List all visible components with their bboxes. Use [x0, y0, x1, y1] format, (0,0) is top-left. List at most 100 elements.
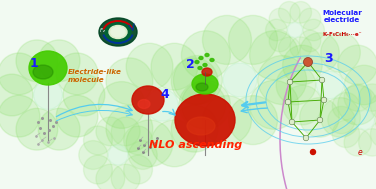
Text: 4: 4 — [160, 88, 169, 101]
Ellipse shape — [300, 33, 339, 72]
Ellipse shape — [332, 92, 359, 120]
Ellipse shape — [108, 145, 128, 165]
Ellipse shape — [111, 27, 125, 37]
Ellipse shape — [196, 83, 208, 91]
Text: 3: 3 — [324, 52, 333, 65]
Text: NLO ascending: NLO ascending — [149, 140, 243, 150]
Ellipse shape — [203, 15, 252, 64]
Circle shape — [303, 57, 312, 67]
Ellipse shape — [0, 95, 40, 137]
Ellipse shape — [0, 74, 33, 116]
Ellipse shape — [316, 71, 344, 99]
Ellipse shape — [279, 2, 300, 23]
Ellipse shape — [290, 2, 312, 23]
Ellipse shape — [203, 96, 252, 145]
Ellipse shape — [223, 63, 257, 97]
Ellipse shape — [96, 117, 125, 146]
Circle shape — [303, 135, 309, 141]
Ellipse shape — [203, 64, 207, 67]
Ellipse shape — [151, 120, 198, 167]
Ellipse shape — [151, 43, 198, 90]
Ellipse shape — [229, 15, 277, 64]
Ellipse shape — [56, 53, 98, 95]
Ellipse shape — [124, 155, 152, 184]
Ellipse shape — [111, 164, 140, 189]
Ellipse shape — [33, 65, 53, 79]
Ellipse shape — [192, 74, 218, 94]
Ellipse shape — [370, 92, 376, 120]
Ellipse shape — [202, 68, 212, 76]
Ellipse shape — [124, 126, 152, 155]
Text: Electride-like
molecule: Electride-like molecule — [68, 69, 122, 83]
Ellipse shape — [33, 81, 62, 109]
Ellipse shape — [179, 82, 226, 128]
Text: e: e — [358, 148, 363, 157]
Ellipse shape — [173, 56, 222, 105]
Ellipse shape — [321, 98, 360, 137]
Circle shape — [311, 149, 315, 154]
Ellipse shape — [175, 94, 235, 146]
Ellipse shape — [210, 59, 214, 61]
Circle shape — [317, 117, 323, 123]
Ellipse shape — [303, 19, 324, 41]
Ellipse shape — [328, 106, 355, 134]
Ellipse shape — [250, 80, 299, 129]
Ellipse shape — [205, 53, 209, 57]
Circle shape — [321, 97, 327, 103]
Ellipse shape — [344, 84, 371, 111]
Ellipse shape — [171, 105, 218, 152]
Text: 2: 2 — [186, 58, 195, 71]
Ellipse shape — [359, 129, 376, 156]
Ellipse shape — [38, 40, 80, 82]
Ellipse shape — [126, 120, 173, 167]
Ellipse shape — [279, 37, 300, 58]
Ellipse shape — [187, 117, 215, 135]
Ellipse shape — [106, 58, 153, 105]
Text: Molecular
electride: Molecular electride — [322, 10, 362, 23]
Ellipse shape — [199, 57, 203, 60]
Ellipse shape — [111, 117, 140, 146]
Ellipse shape — [269, 30, 291, 52]
Ellipse shape — [344, 65, 376, 105]
Ellipse shape — [283, 45, 322, 85]
Ellipse shape — [16, 108, 58, 150]
Ellipse shape — [276, 65, 316, 105]
Text: K–F₆C₆H₆···e⁻: K–F₆C₆H₆···e⁻ — [322, 32, 362, 37]
Ellipse shape — [181, 80, 230, 129]
Ellipse shape — [56, 95, 98, 137]
Ellipse shape — [269, 8, 291, 30]
Circle shape — [289, 119, 295, 125]
Text: $F_z$: $F_z$ — [99, 26, 106, 36]
Ellipse shape — [290, 37, 312, 58]
Ellipse shape — [299, 30, 321, 52]
Ellipse shape — [181, 31, 230, 80]
Ellipse shape — [250, 31, 299, 80]
Ellipse shape — [195, 60, 199, 64]
Text: 1: 1 — [30, 57, 39, 70]
Ellipse shape — [38, 108, 80, 150]
Ellipse shape — [198, 67, 202, 70]
Ellipse shape — [258, 56, 307, 105]
Ellipse shape — [338, 85, 376, 125]
Ellipse shape — [338, 45, 376, 85]
Ellipse shape — [300, 98, 339, 137]
Ellipse shape — [79, 141, 108, 169]
Ellipse shape — [96, 164, 125, 189]
Circle shape — [319, 77, 325, 83]
Ellipse shape — [229, 96, 277, 145]
Ellipse shape — [299, 8, 321, 30]
Ellipse shape — [375, 106, 376, 134]
Ellipse shape — [359, 84, 376, 111]
Ellipse shape — [98, 82, 145, 128]
Circle shape — [285, 99, 291, 105]
Ellipse shape — [288, 22, 303, 37]
Ellipse shape — [126, 43, 173, 90]
Ellipse shape — [370, 120, 376, 148]
Ellipse shape — [332, 120, 359, 148]
Ellipse shape — [16, 40, 58, 82]
Ellipse shape — [109, 26, 127, 39]
Ellipse shape — [321, 33, 360, 72]
Ellipse shape — [132, 86, 164, 114]
Ellipse shape — [63, 74, 105, 116]
Ellipse shape — [29, 51, 67, 85]
